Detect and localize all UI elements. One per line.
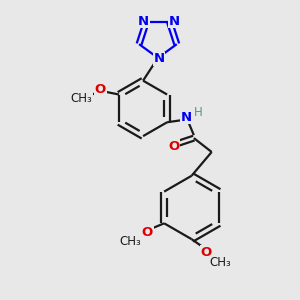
Text: CH₃: CH₃ <box>70 92 92 105</box>
Text: O: O <box>201 245 212 259</box>
Text: O: O <box>94 83 106 96</box>
Text: N: N <box>153 52 164 65</box>
Text: O: O <box>142 226 153 239</box>
Text: N: N <box>180 111 191 124</box>
Text: H: H <box>194 106 202 119</box>
Text: CH₃: CH₃ <box>209 256 231 269</box>
Text: O: O <box>168 140 180 152</box>
Text: N: N <box>169 14 180 28</box>
Text: N: N <box>138 14 149 28</box>
Text: CH₃: CH₃ <box>120 235 141 248</box>
